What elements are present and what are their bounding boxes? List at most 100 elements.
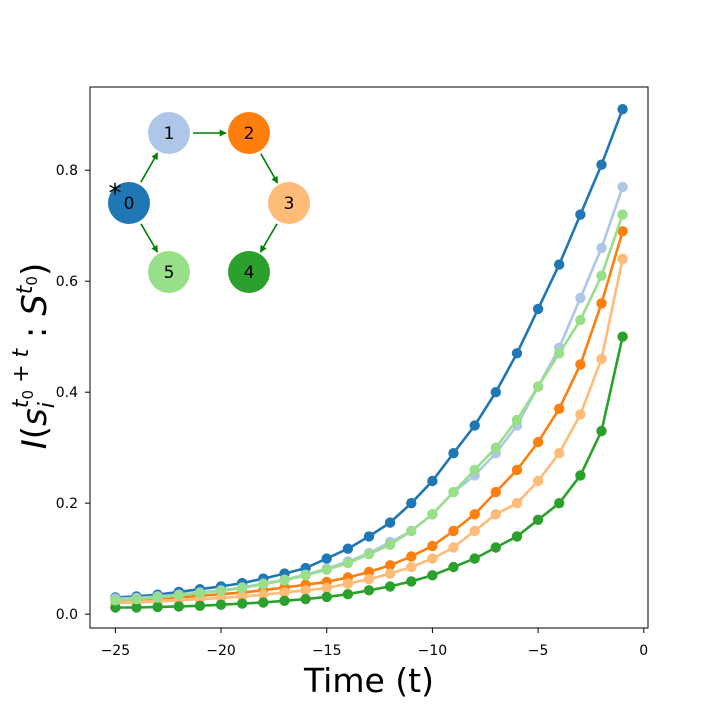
series-0-point [575,209,586,220]
y-label-colon: : [15,316,55,349]
series-0-point [596,159,607,170]
series-3-point [363,574,375,585]
series-4-point [258,597,269,608]
series-4 [110,331,628,613]
series-4-point [448,561,459,573]
series-5-point [258,579,269,590]
series-5-point [300,570,311,581]
series-2-point [448,525,459,537]
series-3-point [490,509,501,520]
series-2-point [511,464,523,476]
series-4-point [194,600,206,611]
series-4-point [131,602,142,613]
y-axis-label: I(sit0 + t : St0) [9,263,60,450]
series-2-point [554,403,565,414]
network-node-2 [228,112,270,154]
x-tick-label: −20 [206,643,236,659]
network-node-5 [148,251,190,293]
y-label-cap-s: S [15,294,55,316]
series-3-point [554,448,565,459]
series-1-point [575,292,586,304]
series-2-point [490,486,501,498]
series-4-point [532,514,544,525]
series-5-point [321,564,332,575]
series-0-point [363,531,375,542]
series-0-point [321,553,332,564]
series-3-point [575,409,586,420]
series-5-point [215,585,227,596]
network-node-4 [228,251,270,293]
inset-network: 0* 1 2 3 4 5 [108,112,310,293]
series-4-point [617,331,628,342]
y-tick-label: 0.8 [56,163,78,179]
series-4-point [490,542,501,553]
series-4-point [321,591,332,603]
series-1-point [617,181,628,193]
series-5-point [131,593,142,605]
series-2-point [406,551,417,562]
x-tick-label: −25 [101,643,131,659]
network-node-marker: * [109,179,122,209]
series-5-point [490,442,501,453]
series-4-point [384,581,396,592]
series-4-point [469,553,480,564]
series-2-point [575,359,586,370]
series-3-point [384,568,396,579]
series-5-point [110,595,121,606]
series-5-point [448,486,459,498]
x-tick-label: −15 [312,643,342,659]
series-3-point [511,498,523,509]
series-4-point [237,598,248,609]
series-0-point [469,420,480,431]
series-2-point [363,566,375,578]
plot-area [90,87,648,628]
series-4-point [575,470,586,481]
series-5-point [532,381,544,392]
series-0-point [384,517,396,528]
plot-frame [89,86,649,629]
series-3-point [258,589,269,600]
series-5-point [152,592,163,603]
series-0-point [511,348,523,359]
series-5-point [511,414,523,426]
network-node-label: 1 [164,124,175,144]
network-edge-0-5 [140,223,159,253]
y-axis: 0.0 0.2 0.4 0.6 0.8 [56,163,90,623]
series-3-point [617,253,628,265]
series-0-point [448,448,459,459]
series-3-point [469,525,480,537]
network-edge-2-3 [260,153,279,184]
y-tick-label: 0.0 [56,607,78,623]
series-5-point [596,270,607,281]
network-edge-0-1 [140,152,159,183]
series-5-point [469,464,480,476]
series-1-point [596,242,607,254]
series-3-point [427,553,438,564]
series-3-point [321,582,332,594]
y-label-i: I [15,439,55,449]
series-5-point [575,314,586,326]
series-5-point [363,549,375,560]
series-0-point [427,475,438,487]
series-4-point [152,601,163,613]
series-0-point [490,387,501,398]
series-5-point [279,575,290,586]
series-3-point [300,585,311,596]
series-3-point [406,561,417,573]
series-5-point [427,509,438,520]
x-tick-label: −5 [528,643,549,659]
x-axis: −25 −20 −15 −10 −5 0 [101,628,648,659]
network-node-label: 4 [244,263,255,283]
series-3-point [596,353,607,365]
series-4-point [215,599,227,610]
series-3-point [342,578,354,589]
y-label-close: ) [15,263,55,276]
y-label-sup-zero: 0 [19,390,37,400]
network-node-label: 0 [124,194,135,214]
y-label-sup-t: t [9,398,34,408]
network-node-label: 2 [244,124,255,144]
series-5-point [173,590,184,601]
series-4-point [173,601,184,612]
series-4-point [511,531,523,542]
series-3-point [237,591,248,602]
